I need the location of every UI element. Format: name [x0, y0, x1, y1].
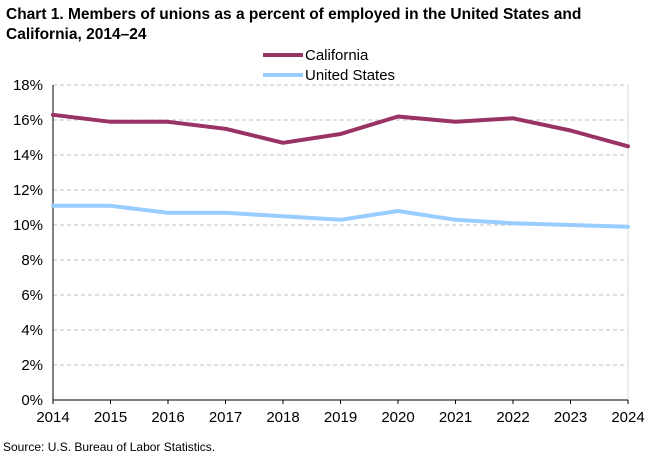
legend: California United States: [263, 47, 395, 84]
series-line-united-states: [51, 203, 630, 229]
y-tick-label: 10%: [13, 217, 43, 234]
legend-label-united-states: United States: [305, 67, 395, 84]
y-tick-label: 4%: [21, 322, 43, 339]
x-tick-label: 2021: [439, 409, 472, 426]
x-tick-label: 2022: [496, 409, 529, 426]
y-tick-label: 12%: [13, 182, 43, 199]
x-tick-label: 2020: [381, 409, 414, 426]
y-tick-label: 8%: [21, 252, 43, 269]
x-tick-label: 2018: [266, 409, 299, 426]
y-tick-label: 0%: [21, 392, 43, 409]
x-tick-label: 2024: [611, 409, 644, 426]
y-tick-labels: 0% 2% 4% 6% 8% 10% 12% 14% 16% 18%: [13, 77, 43, 409]
chart-title: Chart 1. Members of unions as a percent …: [6, 5, 646, 45]
chart-title-line-1: Chart 1. Members of unions as a percent …: [6, 6, 582, 23]
y-tick-label: 6%: [21, 287, 43, 304]
y-tick-label: 2%: [21, 357, 43, 374]
x-tick-label: 2016: [151, 409, 184, 426]
x-tick-labels: 2014 2015 2016 2017 2018 2019 2020 2021 2022 2023…: [36, 400, 645, 426]
chart-title-line-2: California, 2014–24: [6, 26, 147, 43]
line-chart: 0%2%4%6%8%10%12%14%16%18% 2014 2015 2016 20…: [13, 47, 645, 426]
legend-label-california: California: [305, 47, 369, 64]
source-note: Source: U.S. Bureau of Labor Statistics.: [3, 440, 216, 454]
y-tick-label: 16%: [13, 112, 43, 129]
x-tick-label: 2019: [324, 409, 357, 426]
series-lines: [51, 112, 630, 229]
x-tick-label: 2014: [36, 409, 69, 426]
y-tick-label: 18%: [13, 77, 43, 94]
x-tick-label: 2015: [94, 409, 127, 426]
y-tick-label: 14%: [13, 147, 43, 164]
series-line-california: [51, 112, 630, 149]
x-tick-label: 2017: [209, 409, 242, 426]
x-tick-label: 2023: [554, 409, 587, 426]
